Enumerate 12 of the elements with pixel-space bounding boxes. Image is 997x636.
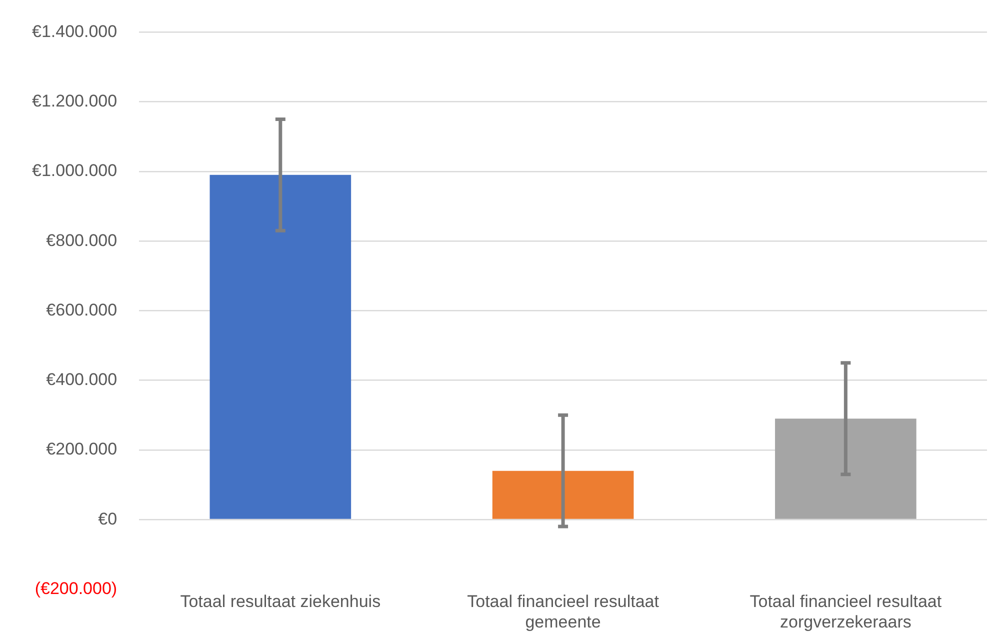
y-tick-label: €1.000.000: [32, 161, 118, 180]
x-tick-label: Totaal financieel resultaat zorgverzekeraars: [750, 592, 942, 632]
y-tick-label: €1.200.000: [32, 92, 118, 111]
y-tick-label: €600.000: [46, 300, 118, 320]
y-tick-label: €400.000: [46, 370, 118, 390]
y-tick-label: €0: [98, 509, 118, 528]
x-tick-label: Totaal resultaat ziekenhuis: [180, 592, 381, 612]
y-tick-label: (€200.000): [34, 578, 118, 598]
y-tick-label: €200.000: [46, 440, 118, 459]
x-tick-label: Totaal financieel resultaat gemeente: [467, 592, 660, 632]
y-tick-label: €1.400.000: [32, 22, 118, 41]
y-tick-label: €800.000: [46, 230, 118, 250]
